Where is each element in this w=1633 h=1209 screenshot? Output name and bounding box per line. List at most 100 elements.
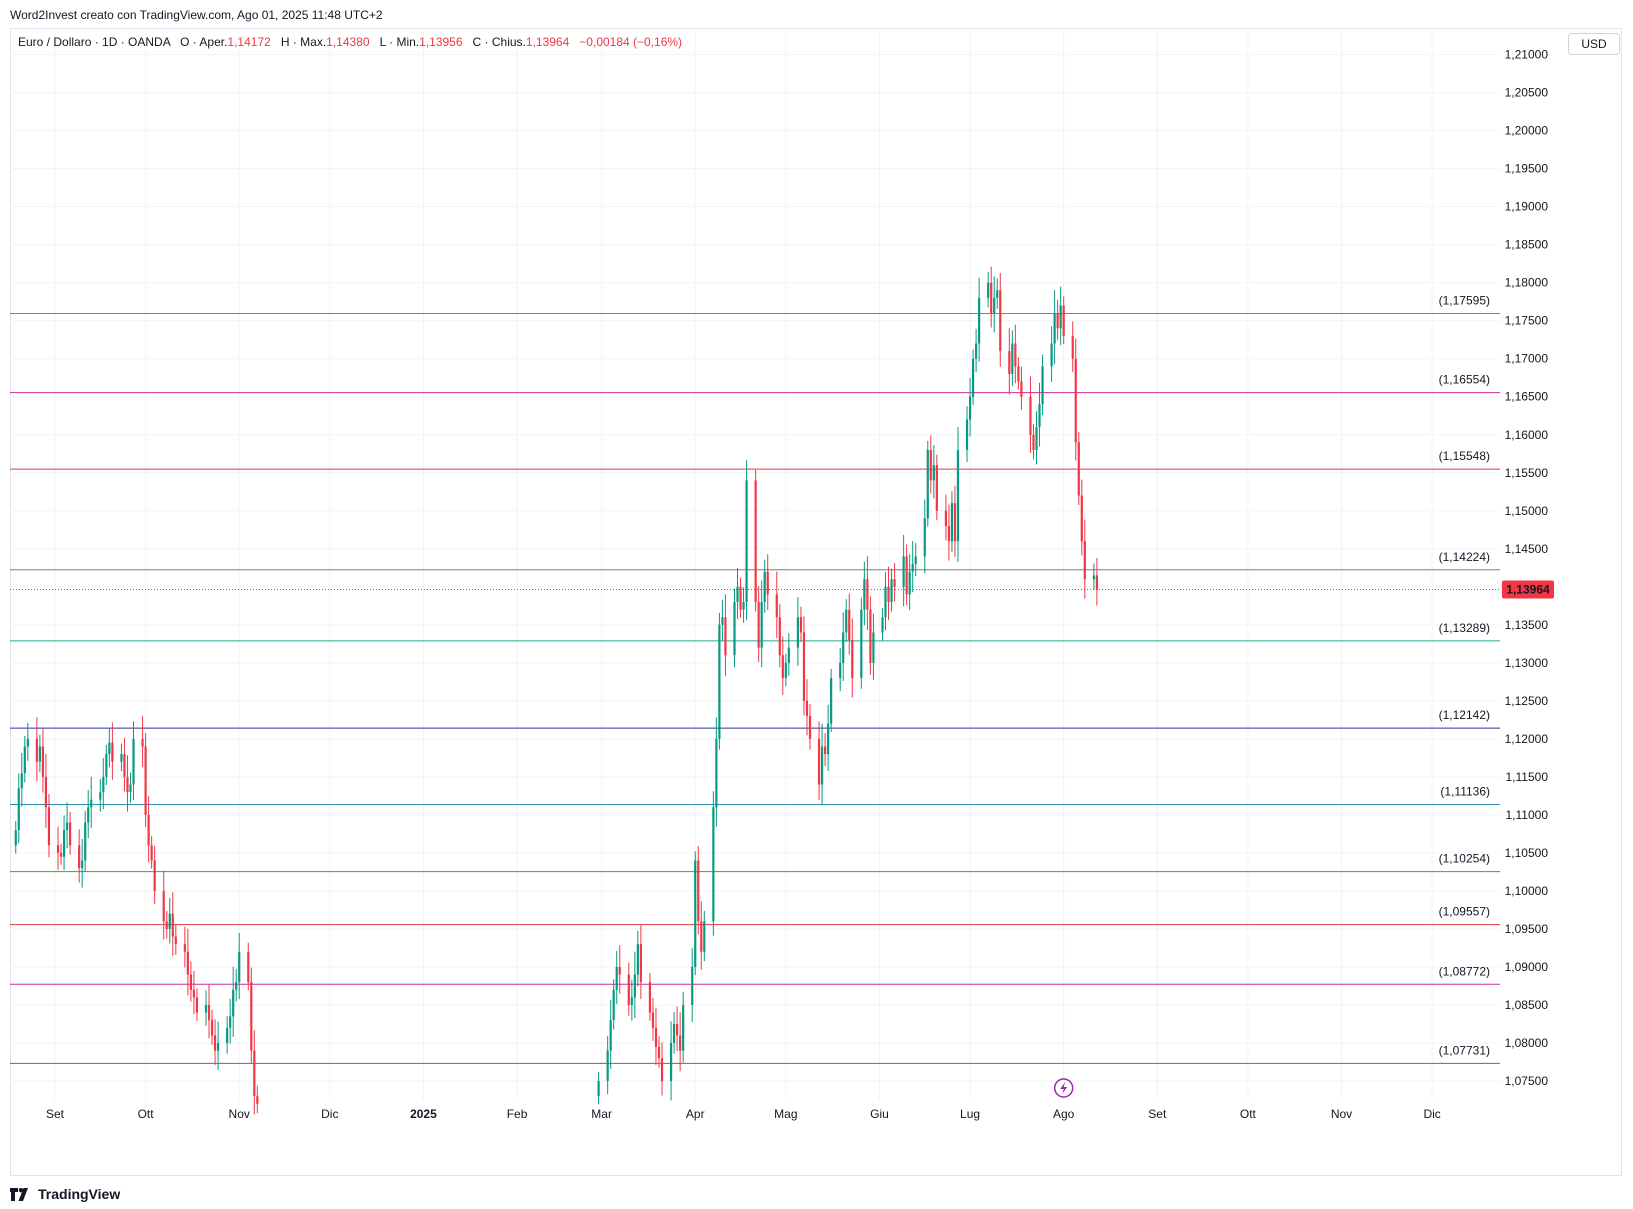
chart-attribution: Word2Invest creato con TradingView.com, … — [10, 8, 383, 22]
y-tick-label: 1,17500 — [1505, 314, 1549, 328]
y-tick-label: 1,15500 — [1505, 466, 1549, 480]
symbol-name[interactable]: Euro / Dollaro · 1D · OANDA — [18, 35, 171, 49]
y-tick-label: 1,20500 — [1505, 86, 1549, 100]
candle-body — [606, 1050, 609, 1081]
candle-body — [712, 807, 715, 922]
candle-body — [881, 617, 884, 633]
candle-body — [17, 788, 20, 831]
candle-body — [1020, 381, 1023, 397]
candle-body — [1083, 541, 1086, 580]
candle-body — [65, 822, 69, 831]
candle-body — [183, 944, 186, 952]
candle-body — [171, 913, 174, 937]
candle-body — [35, 738, 38, 762]
low-label: L · Min. — [379, 35, 420, 49]
y-tick-label: 1,13500 — [1505, 618, 1549, 632]
y-tick-label: 1,18000 — [1505, 276, 1549, 290]
candle-body — [1053, 313, 1056, 344]
level-label: (1,13289) — [1439, 621, 1490, 635]
level-label: (1,17595) — [1439, 293, 1490, 307]
candle-body — [618, 966, 621, 975]
y-tick-label: 1,11000 — [1506, 808, 1549, 822]
candle-body — [893, 579, 896, 587]
candle-body — [150, 845, 153, 861]
currency-selector[interactable]: USD — [1568, 33, 1620, 55]
brand-label: TradingView — [38, 1186, 121, 1202]
candle-body — [627, 974, 630, 1005]
candle-body — [207, 1004, 211, 1021]
candle-body — [781, 655, 784, 679]
x-tick-label: Set — [46, 1107, 65, 1121]
x-tick-label: Nov — [1331, 1107, 1352, 1121]
candle-body — [609, 1020, 612, 1051]
candle-body — [636, 944, 639, 975]
candle-body — [968, 396, 972, 420]
candle-body — [956, 449, 960, 542]
candle-body — [851, 640, 854, 679]
candle-body — [845, 609, 848, 633]
level-label: (1,09557) — [1439, 905, 1490, 919]
high-label: H · Max. — [280, 35, 327, 49]
candle-body — [84, 822, 87, 861]
candle-body — [902, 556, 905, 587]
candle-body — [1062, 305, 1065, 336]
candle-body — [174, 936, 177, 945]
candle-body — [944, 510, 947, 526]
level-label: (1,16554) — [1439, 373, 1490, 387]
candle-body — [229, 1016, 232, 1028]
y-tick-label: 1,08500 — [1505, 998, 1549, 1012]
candle-body — [111, 742, 114, 762]
open-label: O · Aper. — [180, 35, 228, 49]
candle-body — [950, 503, 954, 542]
candle-body — [700, 921, 703, 952]
candle-body — [102, 776, 105, 793]
x-tick-label: Ott — [138, 1107, 155, 1121]
candle-body — [615, 966, 618, 990]
candle-body — [210, 1020, 214, 1036]
current-price-tag — [1502, 580, 1554, 599]
candle-body — [651, 1012, 655, 1028]
candle-body — [144, 746, 147, 815]
candle-body — [1029, 396, 1032, 435]
candle-body — [697, 860, 700, 922]
y-tick-label: 1,08000 — [1505, 1036, 1549, 1050]
candle-body — [1035, 427, 1038, 450]
candle-body — [787, 647, 790, 663]
candle-body — [232, 989, 235, 1017]
candle-body — [41, 746, 45, 777]
x-tick-label: Dic — [321, 1107, 338, 1121]
y-tick-label: 1,07500 — [1505, 1074, 1549, 1088]
y-tick-label: 1,12000 — [1505, 732, 1549, 746]
candle-body — [657, 1046, 661, 1059]
candle-body — [1041, 366, 1044, 405]
lightning-icon[interactable] — [1053, 1078, 1074, 1098]
candle-body — [654, 1027, 658, 1047]
candle-body — [597, 1080, 600, 1097]
candle-body — [189, 974, 192, 990]
candle-body — [842, 632, 845, 663]
candle-body — [1008, 351, 1011, 374]
candle-body — [827, 723, 830, 755]
candle-body — [733, 602, 736, 656]
candle-body — [905, 556, 908, 595]
candle-body — [630, 997, 633, 1005]
candle-body — [760, 602, 763, 648]
candle-body — [926, 449, 929, 519]
candle-body — [120, 754, 123, 762]
high-value: 1,14380 — [326, 35, 370, 49]
candle-body — [911, 564, 914, 572]
x-tick-label: Giu — [870, 1107, 889, 1121]
change-value: −0,00184 (−0,16%) — [579, 35, 683, 49]
candle-body — [213, 1035, 217, 1051]
candle-body — [987, 282, 990, 298]
candle-body — [648, 982, 652, 1013]
tradingview-brand[interactable]: TradingView — [10, 1186, 120, 1202]
candle-body — [1011, 343, 1014, 374]
candle-body — [195, 997, 199, 1013]
candle-body — [965, 419, 969, 450]
candle-body — [47, 807, 51, 846]
candle-body — [253, 1050, 256, 1097]
candle-body — [830, 678, 833, 724]
candle-body — [26, 738, 29, 747]
